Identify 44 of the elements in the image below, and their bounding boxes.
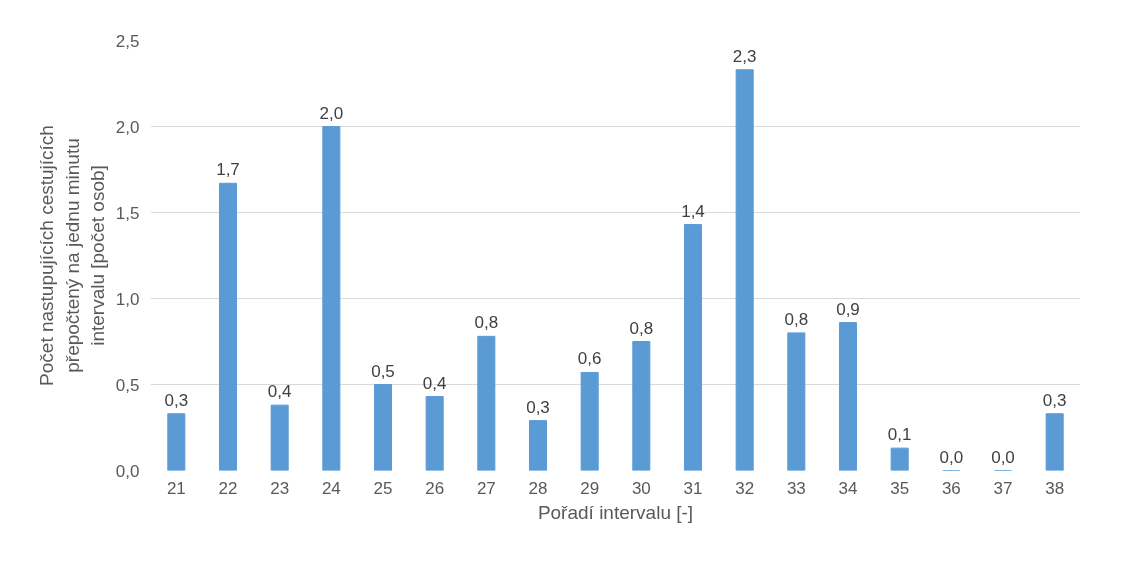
x-tick-label: 27 <box>476 478 496 498</box>
x-tick-label: 36 <box>941 478 961 498</box>
x-tick-label: 28 <box>528 478 548 498</box>
data-label: 0,9 <box>836 299 860 319</box>
data-label: 0,3 <box>526 397 550 417</box>
x-tick-label: 21 <box>166 478 186 498</box>
y-tick-label: 0,0 <box>115 461 140 481</box>
x-tick-label: 31 <box>683 478 703 498</box>
data-label: 2,3 <box>732 46 757 66</box>
data-label: 0,3 <box>164 390 189 410</box>
x-tick-label: 32 <box>735 478 755 498</box>
data-label: 0,3 <box>1042 390 1067 410</box>
y-tick-label: 2,0 <box>115 117 140 137</box>
data-label: 1,4 <box>681 201 705 221</box>
x-tick-label: 24 <box>321 478 341 498</box>
x-tick-label: 26 <box>425 478 445 498</box>
data-label: 0,1 <box>887 425 912 445</box>
x-tick-label: 35 <box>890 478 910 498</box>
x-tick-label: 29 <box>580 478 600 498</box>
data-label: 0,8 <box>474 313 499 333</box>
y-tick-label: 1,5 <box>115 203 140 223</box>
data-label: 0,4 <box>267 382 292 402</box>
data-label: 0,8 <box>784 309 809 329</box>
x-tick-label: 30 <box>631 478 651 498</box>
data-label: 0,6 <box>577 349 602 369</box>
y-tick-label: 2,5 <box>115 31 140 51</box>
x-tick-label: 34 <box>838 478 858 498</box>
y-tick-label: 1,0 <box>115 289 140 309</box>
y-axis-title: Počet nastupujících cestujících přepočtený na jednu minutu intervalu [počet osob] <box>36 125 108 386</box>
data-label: 0,8 <box>629 318 654 338</box>
x-tick-label: 25 <box>373 478 393 498</box>
x-tick-label: 23 <box>270 478 290 498</box>
data-label: 0,4 <box>422 373 447 393</box>
x-tick-label: 22 <box>218 478 238 498</box>
x-tick-label: 37 <box>993 478 1013 498</box>
y-tick-label: 0,5 <box>115 375 140 395</box>
x-tick-label: 33 <box>786 478 806 498</box>
x-axis-title: Pořadí intervalu [-] <box>537 501 694 523</box>
data-label: 0,5 <box>371 361 395 381</box>
data-label: 2,0 <box>319 103 344 123</box>
data-label: 0,0 <box>939 447 964 467</box>
x-tick-label: 38 <box>1045 478 1065 498</box>
data-label: 0,0 <box>991 447 1015 467</box>
data-label: 1,7 <box>216 160 240 180</box>
